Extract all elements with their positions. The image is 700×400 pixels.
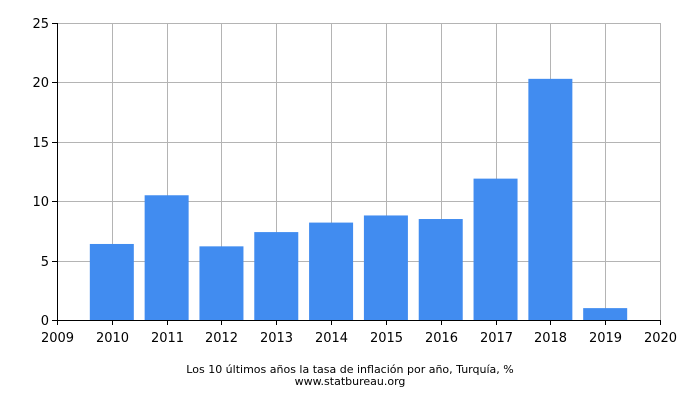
y-tick-label: 0 bbox=[41, 314, 49, 329]
x-tick-label: 2013 bbox=[260, 331, 293, 346]
chart-source: www.statbureau.org bbox=[294, 375, 406, 388]
y-tick-label: 15 bbox=[32, 136, 49, 151]
x-tick-label: 2015 bbox=[370, 331, 403, 346]
bar-2015 bbox=[363, 215, 408, 320]
bar-2016 bbox=[418, 219, 463, 320]
bars bbox=[89, 78, 628, 320]
x-tick-label: 2016 bbox=[425, 331, 458, 346]
bar-2012 bbox=[199, 246, 244, 320]
x-tick-label: 2019 bbox=[589, 331, 622, 346]
y-tick-label: 10 bbox=[32, 195, 49, 210]
chart-title: Los 10 últimos años la tasa de inflación… bbox=[186, 363, 514, 376]
y-tick-label: 5 bbox=[41, 255, 49, 270]
x-tick-label: 2012 bbox=[205, 331, 238, 346]
x-tick-label: 2017 bbox=[480, 331, 513, 346]
axes bbox=[52, 23, 661, 325]
y-tick-label: 20 bbox=[32, 76, 49, 91]
bar-2014 bbox=[309, 222, 354, 320]
x-tick-label: 2011 bbox=[151, 331, 184, 346]
bar-2019 bbox=[583, 308, 628, 320]
x-tick-label: 2018 bbox=[534, 331, 567, 346]
bar-2010 bbox=[89, 243, 134, 320]
x-tick-label: 2010 bbox=[96, 331, 129, 346]
bar-2011 bbox=[144, 195, 189, 320]
tick-labels: 0 5 10 15 20 25 2009 2010 2011 2012 2013 2014 2015 20… bbox=[32, 17, 677, 346]
bar-2017 bbox=[473, 178, 518, 320]
y-tick-label: 25 bbox=[32, 17, 49, 32]
bar-2013 bbox=[254, 232, 299, 320]
bar-2018 bbox=[528, 78, 573, 320]
x-tick-label: 2009 bbox=[41, 331, 74, 346]
x-tick-label: 2020 bbox=[644, 331, 677, 346]
x-tick-label: 2014 bbox=[315, 331, 348, 346]
